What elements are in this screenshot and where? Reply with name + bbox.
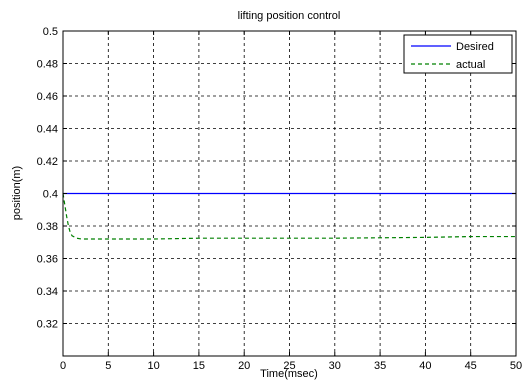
x-tick-label: 5 [105,360,111,372]
x-tick-label: 30 [329,360,341,372]
legend-label-desired: Desired [456,41,494,53]
x-tick-label: 40 [419,360,431,372]
x-axis-label: Time(msec) [260,368,318,380]
legend: Desired actual [403,34,513,74]
y-tick-label: 0.4 [43,189,58,201]
y-tick-label: 0.32 [37,319,58,331]
x-tick-label: 15 [193,360,205,372]
legend-label-actual: actual [456,59,485,71]
series-line-actual [62,193,516,240]
x-tick-label: 20 [238,360,250,372]
y-tick-label: 0.48 [37,59,58,71]
x-tick-label: 25 [283,360,295,372]
y-tick-label: 0.42 [37,156,58,168]
y-tick-label: 0.36 [37,254,58,266]
y-tick-label: 0.44 [37,124,58,136]
x-tick-label: 45 [465,360,477,372]
x-tick-label: 0 [60,360,66,372]
series-layer [62,192,516,240]
legend-box [403,34,513,74]
x-tick-label: 50 [510,360,522,372]
y-axis-label: position(m) [11,166,23,220]
x-tick-label: 10 [147,360,159,372]
ticks [62,30,517,356]
y-tick-label: 0.46 [37,91,58,103]
x-tick-labels: 0 5 10 15 20 25 30 35 40 45 50 [60,360,522,372]
y-tick-label: 0.34 [37,286,58,298]
y-tick-label: 0.38 [37,221,58,233]
x-tick-label: 35 [374,360,386,372]
chart-title: lifting position control [238,10,341,22]
y-tick-label: 0.5 [43,26,58,38]
y-tick-labels: 0.32 0.34 0.36 0.38 0.4 0.42 0.44 0.46 0.48 0.5 [37,26,58,331]
